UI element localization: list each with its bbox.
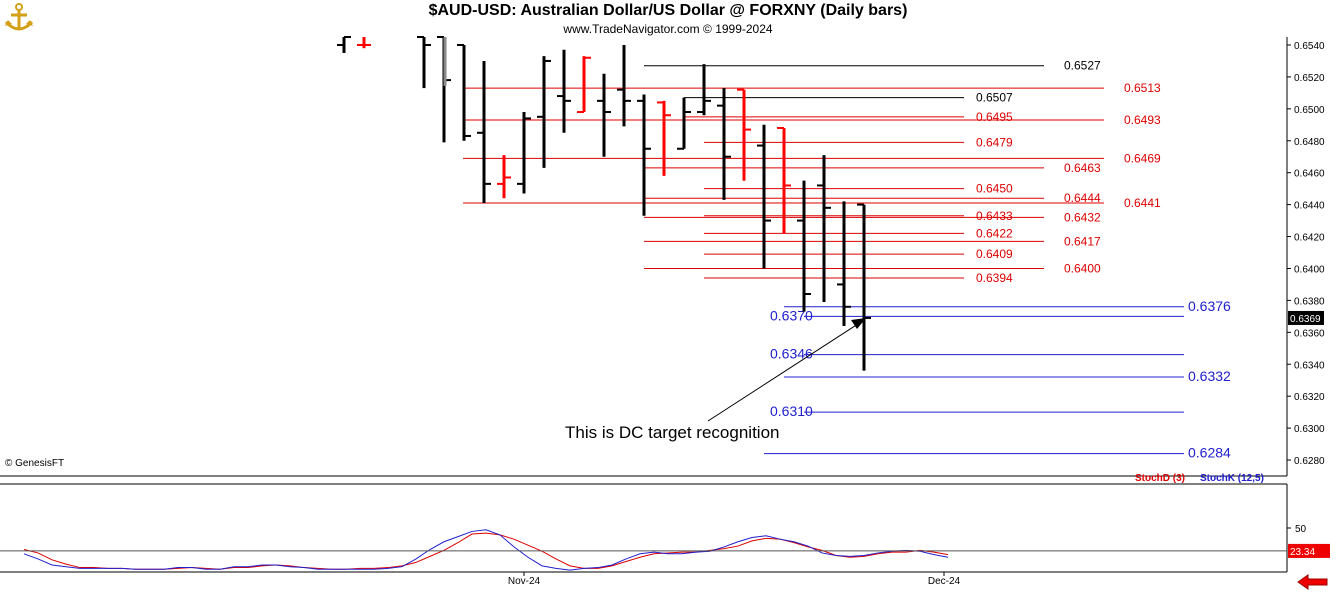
- gold-anchor-icon: [3, 2, 35, 34]
- y-axis-tick-label: 0.6300: [1294, 424, 1325, 435]
- price-bar[interactable]: [597, 73, 611, 157]
- y-axis-tick-label: 0.6480: [1294, 137, 1325, 148]
- chart-subtitle: www.TradeNavigator.com © 1999-2024: [563, 22, 773, 36]
- target-level-label: 0.6441: [1124, 196, 1161, 210]
- price-bar[interactable]: [857, 203, 871, 371]
- target-level-label: 0.6463: [1064, 161, 1101, 175]
- price-bar[interactable]: [637, 94, 651, 216]
- annotation-text: This is DC target recognition: [565, 423, 779, 442]
- y-axis-tick-label: 0.6320: [1294, 392, 1325, 403]
- target-level-label: 0.6394: [976, 271, 1013, 285]
- target-level-label: 0.6432: [1064, 210, 1101, 224]
- y-axis-tick-label: 0.6540: [1294, 41, 1325, 52]
- y-axis-tick-label: 0.6440: [1294, 201, 1325, 212]
- copyright-text: © GenesisFT: [5, 458, 65, 469]
- chart-title: $AUD-USD: Australian Dollar/US Dollar @ …: [428, 2, 908, 19]
- annotation-arrow-line: [707, 323, 859, 422]
- price-bar[interactable]: [777, 126, 791, 234]
- target-level-label: 0.6332: [1188, 368, 1231, 384]
- target-level-label: 0.6469: [1124, 151, 1161, 165]
- price-bar[interactable]: [657, 100, 671, 176]
- x-axis-tick-label: Dec-24: [928, 576, 961, 587]
- price-bar[interactable]: [497, 155, 511, 199]
- y-axis-tick-label: 0.6400: [1294, 264, 1325, 275]
- target-level-label: 0.6495: [976, 110, 1013, 124]
- y-axis-tick-label: 0.6460: [1294, 169, 1325, 180]
- price-bar[interactable]: [357, 37, 371, 49]
- target-level-label: 0.6422: [976, 226, 1013, 240]
- stoch-d-line: [23, 532, 949, 570]
- target-level-label: 0.6513: [1124, 81, 1161, 95]
- stoch-last-label: 23.34: [1290, 547, 1315, 558]
- price-bar[interactable]: [697, 64, 711, 116]
- target-level-label: 0.6444: [1064, 191, 1101, 205]
- y-axis-tick-label: 0.6340: [1294, 360, 1325, 371]
- target-level-label: 0.6493: [1124, 113, 1161, 127]
- price-bar[interactable]: [817, 155, 831, 302]
- target-level-label: 0.6527: [1064, 59, 1101, 73]
- price-bar[interactable]: [557, 49, 571, 133]
- red-left-arrow-icon[interactable]: [1297, 574, 1329, 595]
- x-axis-tick-label: Nov-24: [508, 576, 541, 587]
- target-level-label: 0.6479: [976, 135, 1013, 149]
- price-bar[interactable]: [717, 88, 731, 200]
- y-axis-tick-label: 0.6420: [1294, 233, 1325, 244]
- price-bar[interactable]: [757, 124, 771, 269]
- last-price-label: 0.6369: [1290, 314, 1321, 325]
- y-axis-tick-label: 0.6360: [1294, 328, 1325, 339]
- legend-stoch-d: StochD (3): [1135, 473, 1185, 484]
- y-axis-tick-label: 0.6380: [1294, 296, 1325, 307]
- y-axis-tick-label: 0.6500: [1294, 105, 1325, 116]
- target-level-label: 0.6284: [1188, 445, 1231, 461]
- price-bar[interactable]: [617, 44, 631, 127]
- target-level-label: 0.6409: [976, 247, 1013, 261]
- price-bar[interactable]: [797, 180, 811, 312]
- target-level-label: 0.6376: [1188, 298, 1231, 314]
- stoch-axis-tick-label: 50: [1295, 524, 1307, 535]
- stoch-k-line: [23, 529, 949, 571]
- target-level-label: 0.6370: [770, 307, 813, 323]
- price-bar[interactable]: [837, 201, 851, 326]
- stoch-last-tag: [1288, 543, 1330, 558]
- price-bar[interactable]: [517, 112, 531, 194]
- price-bar[interactable]: [577, 56, 591, 114]
- target-level-label: 0.6346: [770, 346, 813, 362]
- y-axis-tick-label: 0.6520: [1294, 73, 1325, 84]
- price-bar[interactable]: [417, 36, 431, 89]
- target-level-label: 0.6310: [770, 403, 813, 419]
- price-bar[interactable]: [477, 60, 491, 204]
- target-level-label: 0.6400: [1064, 261, 1101, 275]
- target-level-label: 0.6417: [1064, 234, 1101, 248]
- target-level-label: 0.6450: [976, 182, 1013, 196]
- price-bar[interactable]: [677, 97, 691, 150]
- target-level-label: 0.6507: [976, 91, 1013, 105]
- last-price-tag: [1288, 310, 1324, 325]
- y-axis-tick-label: 0.6280: [1294, 456, 1325, 467]
- annotation-arrow-head: [851, 317, 866, 329]
- price-bar[interactable]: [737, 88, 751, 181]
- price-bar[interactable]: [337, 36, 351, 53]
- price-bar[interactable]: [537, 56, 551, 168]
- legend-stoch-k: StochK (12,5): [1200, 473, 1264, 484]
- target-level-label: 0.6433: [976, 209, 1013, 223]
- price-bar[interactable]: [457, 43, 471, 141]
